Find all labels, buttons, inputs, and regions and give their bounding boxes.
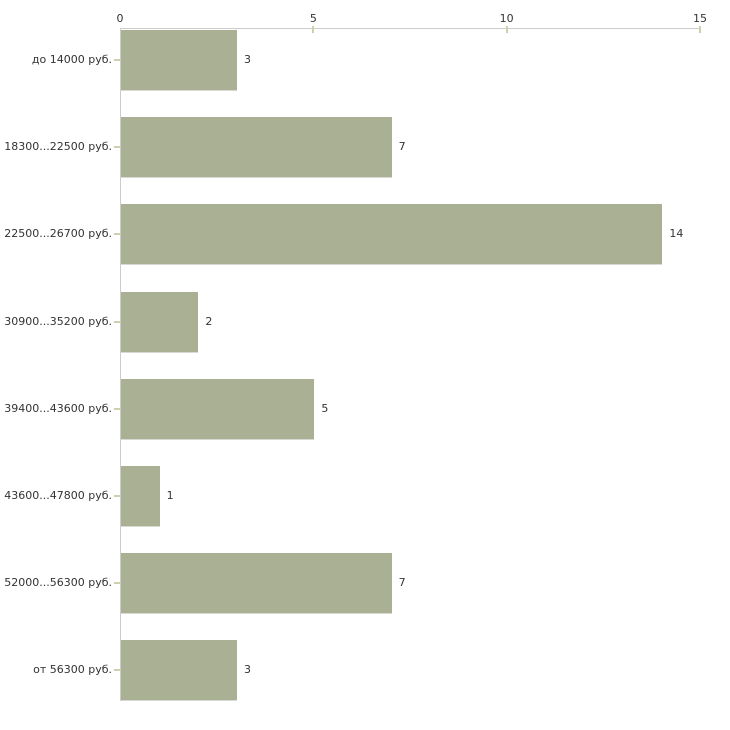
y-axis-line: [120, 28, 121, 702]
bar: [121, 466, 160, 526]
bar: [121, 640, 237, 701]
x-axis-tick-label: 10: [499, 12, 514, 25]
y-axis-tick-mark: [114, 233, 120, 236]
value-label: 7: [398, 576, 406, 590]
y-axis-tick-mark: [114, 582, 120, 585]
category-label: 39400...43600 руб.: [4, 401, 112, 415]
y-axis-tick-mark: [114, 59, 120, 61]
category-label: 22500...26700 руб.: [4, 227, 112, 241]
y-axis-tick-mark: [114, 495, 120, 497]
category-label: 43600...47800 руб.: [4, 489, 112, 502]
value-label: 7: [398, 140, 406, 154]
bar: [121, 553, 392, 614]
x-axis-tick-label: 0: [116, 12, 124, 25]
y-axis-tick-mark: [114, 146, 120, 149]
bar: [121, 291, 199, 352]
x-axis-line: [120, 28, 701, 29]
value-label: 1: [166, 489, 174, 502]
value-label: 3: [244, 53, 251, 66]
bar: [121, 204, 663, 265]
y-axis-tick-mark: [114, 669, 120, 672]
category-label: 30900...35200 руб.: [4, 314, 112, 328]
category-label: от 56300 руб.: [33, 663, 112, 677]
category-label: до 14000 руб.: [31, 53, 112, 66]
x-axis-tick-label: 15: [693, 12, 707, 25]
value-label: 2: [205, 314, 213, 328]
bar: [121, 117, 392, 178]
category-label: 18300...22500 руб.: [4, 140, 112, 154]
y-axis-tick-mark: [114, 407, 120, 410]
x-axis-tick-mark: [505, 26, 508, 33]
value-label: 14: [669, 227, 684, 241]
x-axis-tick-mark: [699, 26, 701, 33]
bar: [121, 30, 237, 90]
category-label: 52000...56300 руб.: [4, 576, 112, 590]
value-label: 3: [244, 663, 251, 677]
x-axis-tick-mark: [312, 26, 315, 33]
x-axis-tick-label: 5: [309, 12, 317, 25]
y-axis-tick-mark: [114, 320, 120, 323]
value-label: 5: [321, 401, 329, 415]
bar: [121, 378, 315, 439]
